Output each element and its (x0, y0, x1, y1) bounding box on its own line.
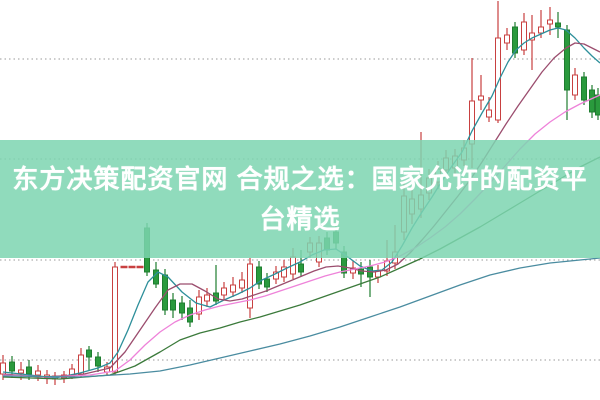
candle (86, 346, 92, 370)
candle (375, 265, 381, 283)
candle (273, 266, 279, 284)
ma-fast-line (2, 27, 600, 379)
banner-title-line-2: 台精选 (259, 204, 341, 234)
candle (264, 273, 270, 292)
candle (170, 293, 176, 318)
candle (529, 15, 535, 70)
candle (230, 277, 236, 297)
ma-mid-line (2, 42, 600, 378)
candle (256, 261, 262, 289)
candle (204, 288, 210, 307)
ma-slow-line (2, 257, 600, 378)
candle (179, 296, 185, 320)
candle (564, 25, 570, 120)
banner-title-line-1: 东方决策配资官网 合规之选：国家允许的配资平 (12, 164, 588, 194)
candle (478, 75, 484, 110)
candle (120, 265, 128, 269)
candle (196, 290, 202, 320)
candle (555, 12, 561, 38)
candle (239, 272, 245, 293)
candle (221, 282, 227, 300)
promo-banner: 东方决策配资官网 合规之选：国家允许的配资平 台精选 (0, 140, 600, 258)
candle (595, 88, 600, 120)
candle (187, 300, 193, 327)
candle (136, 265, 144, 269)
candle (589, 85, 595, 118)
candle (504, 28, 510, 50)
candle (521, 13, 527, 55)
candle (281, 260, 287, 282)
candle (581, 72, 587, 105)
candle (128, 265, 136, 269)
candle (572, 68, 578, 100)
candle (495, 1, 501, 123)
